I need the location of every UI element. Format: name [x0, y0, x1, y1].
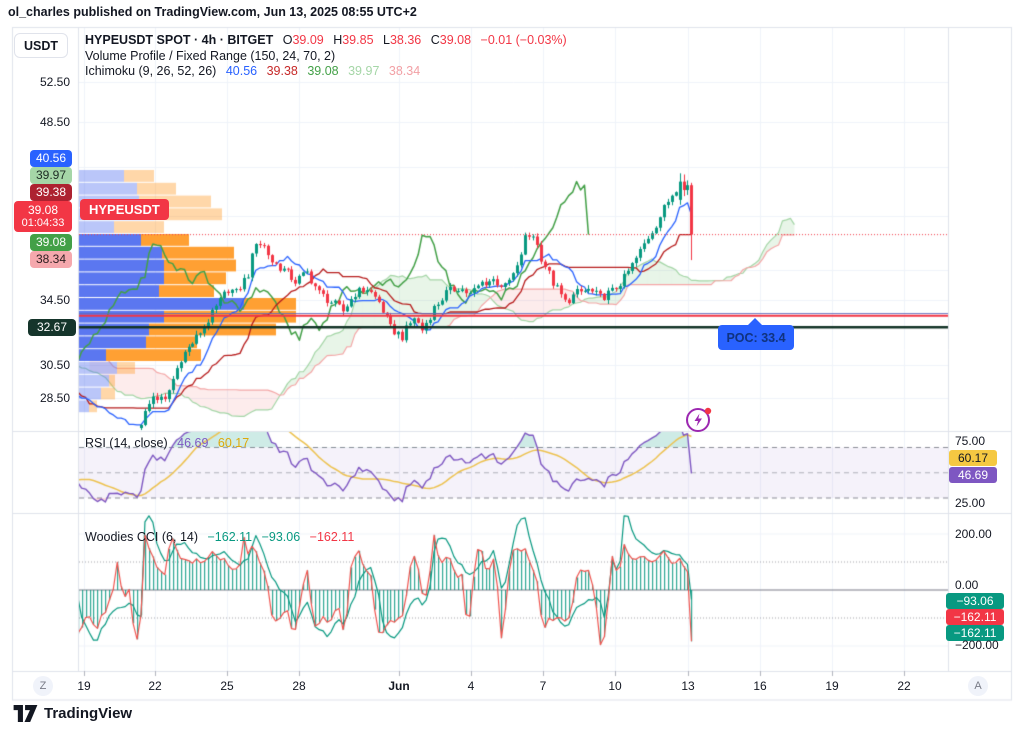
rsi-value: 46.69 [177, 436, 209, 450]
time-axis-label: 13 [681, 679, 695, 693]
price-tick-5250: 52.50 [39, 75, 70, 89]
time-axis-label: 7 [539, 679, 547, 693]
ichimoku-legend-row[interactable]: Ichimoku (9, 26, 52, 26) 40.56 39.38 39.… [85, 64, 426, 78]
ichimoku-kijun-value: 39.38 [266, 64, 298, 78]
rsi-legend-row[interactable]: RSI (14, close) 46.69 60.17 [85, 436, 255, 450]
price-tick-3450: 34.50 [39, 293, 70, 307]
close-label: C [430, 33, 440, 47]
chikou-price-badge: 39.08 [30, 234, 72, 251]
price-tick-3050: 30.50 [39, 358, 70, 372]
time-axis-label: 25 [220, 679, 234, 693]
currency-button[interactable]: USDT [14, 33, 68, 58]
cci6-value: −162.11 [309, 530, 355, 544]
volume-profile-title[interactable]: Volume Profile / Fixed Range (150, 24, 7… [85, 49, 336, 63]
cci-scale-200: 200.00 [955, 527, 992, 541]
volume-profile-legend-row[interactable]: Volume Profile / Fixed Range (150, 24, 7… [85, 49, 341, 63]
cci-legend-row[interactable]: Woodies CCI (6, 14) −162.11 −93.06 −162.… [85, 530, 360, 544]
low-value: 38.36 [389, 33, 422, 47]
time-axis-label: 22 [148, 679, 162, 693]
cci6-badge: −162.11 [946, 609, 1004, 625]
low-label: L [383, 33, 390, 47]
ichimoku-lead-b-value: 38.34 [388, 64, 421, 78]
tradingview-logo-icon [13, 705, 38, 722]
rsi-ma-value: 60.17 [217, 436, 250, 450]
rsi-ma-badge: 60.17 [949, 450, 997, 466]
time-axis-label: 28 [292, 679, 306, 693]
cci14-badge: −93.06 [946, 593, 1004, 609]
cci-hist-badge: −162.11 [946, 625, 1004, 641]
flash-ideas-icon[interactable] [683, 403, 715, 435]
time-axis-label: 19 [825, 679, 839, 693]
ichimoku-title[interactable]: Ichimoku (9, 26, 52, 26) [85, 64, 217, 78]
cci-scale-0: 0.00 [955, 578, 979, 592]
time-axis-label: 19 [77, 679, 91, 693]
lead-b-price-badge: 38.34 [30, 251, 72, 268]
rsi-value-badge: 46.69 [949, 467, 997, 483]
time-axis-label: 10 [608, 679, 622, 693]
time-axis-left-edge: Z [33, 676, 53, 696]
price-tick-2850: 28.50 [39, 391, 70, 405]
close-value: 39.08 [439, 33, 472, 47]
high-label: H [333, 33, 343, 47]
symbol-title[interactable]: HYPEUSDT SPOT · 4h · BITGET [85, 33, 274, 47]
open-label: O [282, 33, 293, 47]
level-price-badge: 32.67 [28, 319, 76, 336]
lead-a-price-badge: 39.97 [30, 167, 72, 184]
symbol-legend-row[interactable]: HYPEUSDT SPOT · 4h · BITGET O39.09 H39.8… [85, 33, 573, 47]
cci-hist-value: −162.11 [207, 530, 253, 544]
tradingview-logo-text: TradingView [44, 705, 133, 722]
time-axis-label: Jun [388, 679, 410, 693]
rsi-title[interactable]: RSI (14, close) [85, 436, 168, 450]
time-axis-label: 4 [467, 679, 475, 693]
symbol-name-badge: HYPEUSDT [80, 199, 169, 220]
change-value: −0.01 (−0.03%) [480, 33, 567, 47]
time-axis-right-edge: A [968, 676, 988, 696]
tenkan-price-badge: 40.56 [30, 150, 72, 167]
ichimoku-chikou-value: 39.08 [307, 64, 339, 78]
kijun-price-badge: 39.38 [30, 184, 72, 201]
ichimoku-lead-a-value: 39.97 [348, 64, 380, 78]
last-price-badge: 39.08 01:04:33 [14, 201, 72, 232]
poc-tooltip: POC: 33.4 [718, 318, 794, 350]
cci-scale-neg200: −200.00 [955, 638, 999, 652]
attribution-text: ol_charles published on TradingView.com,… [8, 5, 417, 19]
high-value: 39.85 [342, 33, 374, 47]
time-axis-label: 22 [897, 679, 911, 693]
tradingview-logo[interactable]: TradingView [13, 705, 132, 722]
price-tick-4850: 48.50 [39, 115, 70, 129]
cci-title[interactable]: Woodies CCI (6, 14) [85, 530, 199, 544]
open-value: 39.09 [292, 33, 324, 47]
bar-countdown: 01:04:33 [21, 216, 65, 229]
last-price-value: 39.08 [27, 202, 59, 217]
time-axis-label: 16 [753, 679, 767, 693]
rsi-scale-25: 25.00 [955, 496, 986, 510]
cci14-value: −93.06 [261, 530, 301, 544]
rsi-scale-75: 75.00 [955, 434, 986, 448]
ichimoku-tenkan-value: 40.56 [225, 64, 258, 78]
